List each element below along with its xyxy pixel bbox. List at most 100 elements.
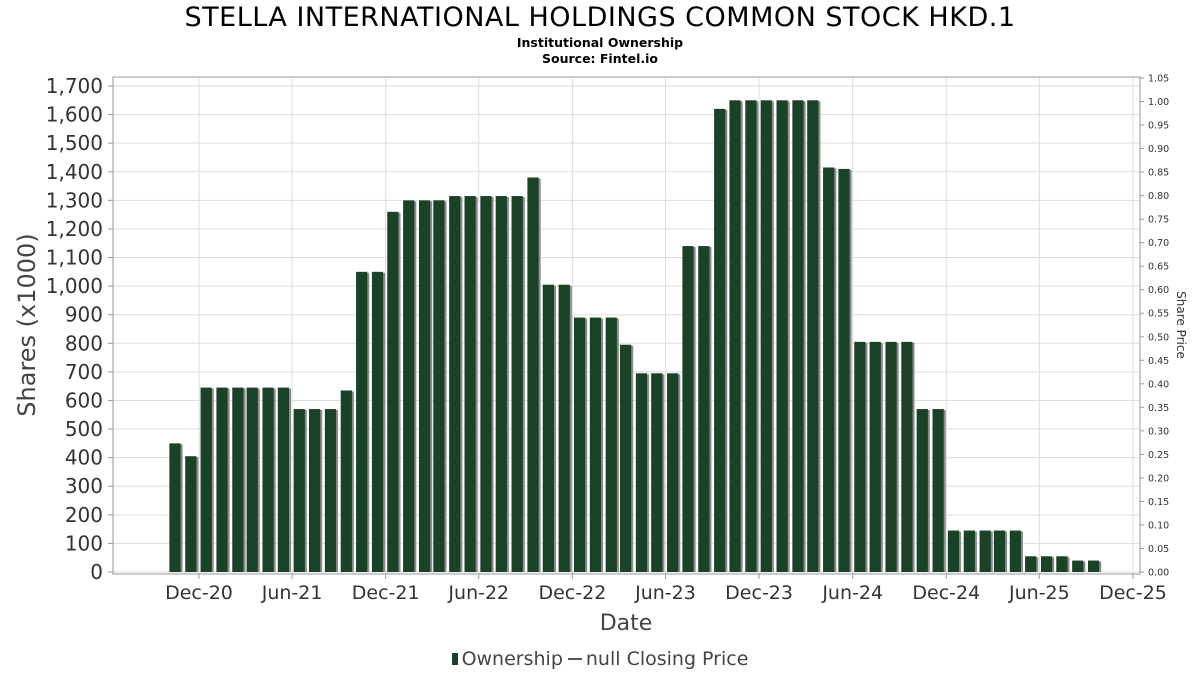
left-tick-label: 400 (65, 446, 103, 470)
right-tick-label: 0.00 (1148, 568, 1169, 579)
ownership-bar (901, 341, 913, 572)
right-tick-label: 0.55 (1148, 309, 1169, 320)
ownership-bar (667, 373, 679, 572)
ownership-bar (854, 341, 866, 572)
ownership-bar (169, 443, 181, 572)
legend-line-swatch (567, 657, 582, 660)
ownership-bar (698, 246, 710, 572)
right-tick-label: 0.15 (1148, 497, 1169, 508)
ownership-bar (387, 211, 399, 572)
ownership-bar (932, 409, 944, 572)
ownership-bar (651, 373, 663, 572)
ownership-bar (1025, 556, 1037, 572)
ownership-bar (947, 530, 960, 572)
left-tick-label: 1,300 (46, 188, 103, 212)
ownership-bar (232, 387, 244, 572)
plot-frame (112, 76, 1141, 575)
ownership-bar (480, 196, 492, 573)
ownership-bar (340, 390, 352, 572)
x-tick-label: Dec-24 (912, 582, 980, 604)
x-tick-label: Jun-24 (821, 582, 883, 604)
legend-price-label: null Closing Price (585, 647, 749, 670)
left-tick-label: 1,000 (46, 274, 103, 298)
right-tick-label: 0.20 (1148, 473, 1169, 484)
right-tick-label: 0.90 (1148, 144, 1169, 155)
x-axis-ticks: Dec-20 Jun-21 Dec-21 Jun-22 Dec-22 Jun-23 Dec-… (165, 574, 1167, 604)
x-tick-label: Jun-25 (1008, 582, 1070, 604)
ownership-bar (682, 246, 694, 572)
left-tick-label: 200 (65, 503, 103, 527)
chart-source: Source: Fintel.io (542, 51, 658, 66)
ownership-bar (605, 317, 617, 572)
legend-ownership-label: Ownership (461, 647, 563, 670)
right-tick-label: 0.10 (1148, 520, 1169, 531)
left-tick-label: 300 (65, 474, 103, 498)
right-tick-label: 0.25 (1148, 450, 1169, 461)
ownership-bar (324, 409, 337, 572)
ownership-bar (823, 167, 835, 572)
right-tick-label: 0.95 (1148, 121, 1169, 132)
right-tick-label: 0.35 (1148, 403, 1169, 414)
ownership-bar (963, 530, 975, 572)
left-tick-label: 600 (65, 388, 103, 412)
right-tick-label: 0.85 (1148, 168, 1169, 179)
ownership-bar (200, 387, 212, 572)
bars (169, 100, 1102, 573)
x-axis-title: Date (600, 611, 653, 636)
ownership-bar (589, 317, 602, 572)
left-tick-label: 1,200 (46, 217, 103, 241)
right-tick-label: 1.00 (1148, 97, 1169, 108)
ownership-bar (558, 284, 570, 572)
right-tick-label: 0.45 (1148, 356, 1169, 367)
ownership-bar (993, 530, 1006, 572)
y-axis-title: Shares (x1000) (13, 233, 41, 416)
x-tick-label: Jun-23 (634, 582, 696, 604)
ownership-bar (1040, 556, 1053, 572)
ownership-bar (1056, 556, 1068, 572)
left-tick-label: 1,500 (46, 131, 103, 155)
left-tick-label: 500 (65, 417, 103, 441)
ownership-bar (714, 108, 726, 572)
x-tick-label: Dec-22 (538, 582, 606, 604)
ownership-bar (760, 100, 772, 572)
right-tick-label: 0.30 (1148, 426, 1169, 437)
chart-subtitle: Institutional Ownership (516, 35, 684, 50)
right-tick-label: 0.40 (1148, 379, 1169, 390)
ownership-bar (745, 100, 757, 572)
right-tick-label: 0.60 (1148, 285, 1169, 296)
left-tick-label: 1,600 (46, 103, 103, 127)
y2-axis-title: Share Price (1174, 291, 1188, 359)
ownership-bar (619, 344, 632, 572)
left-tick-label: 1,100 (46, 246, 103, 270)
ownership-bar (573, 317, 586, 572)
ownership-bar (216, 387, 228, 572)
legend-bar-swatch (451, 652, 458, 665)
ownership-bar (792, 100, 804, 572)
ownership-bar (1072, 560, 1084, 572)
left-tick-label: 0 (90, 560, 103, 584)
left-axis-ticks: 0 100 200 300 400 500 600 700 800 900 1,000 1,100 1,… (46, 74, 113, 584)
ownership-bar (371, 271, 384, 572)
left-tick-label: 1,700 (46, 74, 103, 98)
ownership-bar (1088, 560, 1100, 572)
x-tick-label: Jun-22 (447, 582, 509, 604)
ownership-bar (277, 387, 290, 572)
x-tick-label: Dec-21 (352, 582, 420, 604)
left-tick-label: 1,400 (46, 160, 103, 184)
x-tick-label: Jun-21 (261, 582, 323, 604)
left-tick-label: 100 (65, 531, 103, 555)
right-tick-label: 0.75 (1148, 215, 1169, 226)
ownership-bar (979, 530, 991, 572)
ownership-bar (1009, 530, 1021, 572)
ownership-bar (185, 456, 197, 572)
right-tick-label: 1.05 (1148, 74, 1169, 85)
left-tick-label: 900 (65, 303, 103, 327)
ownership-bar (246, 387, 258, 572)
ownership-bar (869, 341, 881, 572)
ownership-bar (776, 100, 788, 572)
right-tick-label: 0.80 (1148, 191, 1169, 202)
ownership-bar (635, 373, 648, 572)
ownership-bar (495, 196, 507, 573)
ownership-bar (293, 409, 305, 572)
